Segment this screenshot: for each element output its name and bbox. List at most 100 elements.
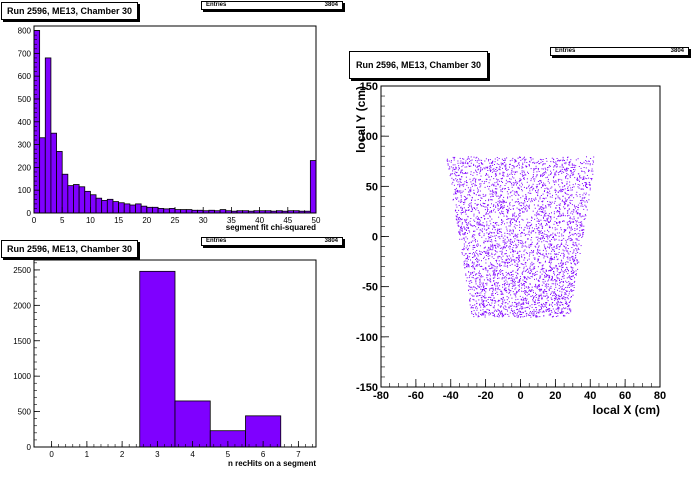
scatter-point xyxy=(521,284,523,286)
scatter-point xyxy=(486,282,488,284)
scatter-point xyxy=(474,278,476,280)
scatter-point xyxy=(532,298,534,300)
scatter-point xyxy=(582,232,584,233)
scatter-point xyxy=(464,220,466,222)
scatter-point xyxy=(482,285,484,287)
histogram-bar xyxy=(139,270,176,448)
scatter-point xyxy=(558,272,560,274)
scatter-point xyxy=(470,187,472,189)
x-tick-label: 45 xyxy=(283,216,292,225)
scatter-point xyxy=(495,175,497,177)
scatter-point xyxy=(493,277,495,279)
scatter-point xyxy=(474,239,476,241)
scatter-point xyxy=(571,228,573,230)
scatter-point xyxy=(494,240,496,242)
scatter-point xyxy=(480,167,482,169)
scatter-point xyxy=(489,268,491,270)
scatter-point xyxy=(543,257,545,259)
scatter-point xyxy=(553,213,555,215)
y-tick-label: 500 xyxy=(18,95,32,104)
scatter-point xyxy=(555,254,557,256)
scatter-point xyxy=(511,195,513,197)
scatter-point xyxy=(537,302,538,304)
scatter-point xyxy=(471,208,473,210)
scatter-point xyxy=(534,314,536,316)
scatter-point xyxy=(548,243,550,245)
scatter-point xyxy=(521,284,523,286)
scatter-point xyxy=(464,172,466,174)
x-tick-label: 0 xyxy=(49,450,54,459)
scatter-point xyxy=(535,316,537,318)
scatter-point xyxy=(566,199,568,201)
scatter-point xyxy=(491,184,493,186)
scatter-point xyxy=(455,193,457,195)
scatter-point xyxy=(520,186,522,188)
scatter-point xyxy=(555,282,557,284)
scatter-point xyxy=(504,253,506,255)
scatter-point xyxy=(516,315,518,317)
scatter-point xyxy=(537,204,539,206)
scatter-point xyxy=(538,284,540,286)
scatter-point xyxy=(531,217,533,219)
chi2-title: Run 2596, ME13, Chamber 30 xyxy=(1,2,139,20)
scatter-point xyxy=(501,222,503,224)
scatter-point xyxy=(540,222,542,224)
scatter-point xyxy=(466,277,468,279)
scatter-point xyxy=(525,301,527,303)
scatter-point xyxy=(475,273,477,275)
scatter-point xyxy=(549,235,551,237)
scatter-point xyxy=(527,287,529,289)
scatter-point xyxy=(580,234,581,236)
scatter-point xyxy=(571,256,572,258)
scatter-point xyxy=(530,244,531,245)
scatter-point xyxy=(514,281,516,283)
scatter-point xyxy=(546,224,548,226)
scatter-point xyxy=(531,304,533,306)
scatter-point xyxy=(529,305,531,307)
scatter-point xyxy=(498,272,500,274)
scatter-point xyxy=(544,163,546,165)
scatter-point xyxy=(573,209,575,211)
scatter-point xyxy=(569,309,571,311)
scatter-point xyxy=(484,215,485,217)
scatter-point xyxy=(575,223,577,225)
scatter-point xyxy=(461,162,463,164)
scatter-point xyxy=(478,158,479,160)
scatter-point xyxy=(509,221,511,223)
scatter-point xyxy=(489,207,491,208)
scatter-point xyxy=(504,242,506,244)
scatter-point xyxy=(481,205,483,207)
scatter-point xyxy=(534,199,536,201)
scatter-point xyxy=(476,161,478,163)
scatter-point xyxy=(514,261,516,263)
scatter-point xyxy=(461,218,463,220)
scatter-point xyxy=(517,187,519,189)
scatter-point xyxy=(500,206,502,208)
scatter-point xyxy=(501,259,503,261)
scatter-point xyxy=(509,274,510,276)
scatter-point xyxy=(516,309,518,310)
scatter-point xyxy=(503,315,504,317)
scatter-point xyxy=(465,241,467,243)
scatter-point xyxy=(520,299,522,301)
scatter-point xyxy=(537,298,539,300)
scatter-point xyxy=(470,273,472,275)
scatter-point xyxy=(542,238,544,240)
scatter-point xyxy=(546,234,548,236)
scatter-point xyxy=(542,292,544,294)
histogram-bar xyxy=(174,209,182,214)
scatter-point xyxy=(460,170,462,172)
scatter-point xyxy=(565,163,567,165)
scatter-point xyxy=(556,158,558,159)
scatter-point xyxy=(533,268,535,270)
scatter-point xyxy=(574,228,576,230)
scatter-point xyxy=(544,167,546,169)
scatter-point xyxy=(561,242,563,244)
scatter-point xyxy=(523,159,525,161)
scatter-point xyxy=(564,292,566,293)
scatter-point xyxy=(468,256,470,258)
scatter-point xyxy=(500,265,502,266)
scatter-point xyxy=(494,161,496,163)
scatter-point xyxy=(506,291,508,293)
y-tick-label: 2000 xyxy=(13,301,31,310)
